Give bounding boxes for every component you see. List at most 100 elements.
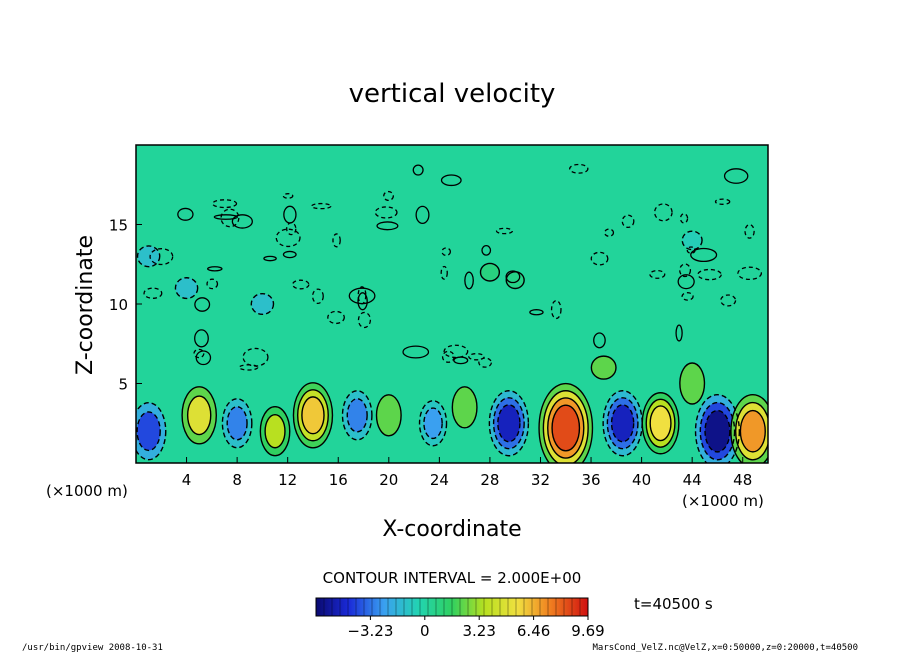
x-tick-label: 4 [182, 471, 192, 489]
colorbar-tick-label: 0 [420, 622, 430, 640]
x-tick-label: 40 [632, 471, 651, 489]
contour-line [357, 311, 372, 329]
contour-line [415, 205, 430, 225]
x-tick-label: 12 [278, 471, 297, 489]
contour-line [412, 164, 424, 176]
contour-line [679, 263, 692, 278]
contour-line [739, 409, 766, 453]
contour-line [675, 324, 683, 342]
contour-line [220, 208, 240, 228]
field-blob [376, 394, 402, 436]
contour-line [478, 357, 492, 368]
contour-line [194, 329, 209, 348]
contour-line [492, 397, 525, 450]
contour-line [464, 271, 474, 290]
y-tick-label: 15 [109, 217, 128, 235]
contour-line [346, 398, 368, 433]
field-blob [740, 410, 766, 452]
x-tick-label: 20 [379, 471, 398, 489]
contour-line [296, 389, 329, 442]
contour-line [690, 247, 718, 263]
contour-line [136, 402, 167, 461]
contour-line [341, 390, 373, 441]
contour-line [231, 214, 253, 229]
colorbar-stripes [323, 598, 581, 616]
field-blob [265, 414, 285, 448]
contour-line [505, 270, 521, 284]
contour-line [681, 292, 694, 301]
contour-line [569, 163, 589, 174]
contour-line [677, 274, 695, 290]
contour-line [542, 390, 589, 463]
contour-line [704, 409, 731, 453]
contour-interval: CONTOUR INTERVAL = 2.000E+00 [323, 569, 582, 587]
y-axis-label: Z-coordinate [73, 235, 98, 375]
contour-line [468, 352, 485, 361]
contour-line [301, 396, 325, 435]
colorbar-tick-label: 3.23 [462, 622, 495, 640]
field-blob [497, 404, 520, 442]
y-ticks: 5 10 15 [109, 217, 142, 394]
contour-line [291, 279, 310, 290]
x-tick-label: 16 [329, 471, 348, 489]
field-blob [347, 398, 368, 432]
contour-line [357, 292, 368, 311]
contour-line [610, 404, 635, 443]
chart-title: vertical velocity [349, 79, 556, 109]
contour-line [332, 233, 341, 248]
contour-line [451, 386, 478, 429]
contour-line [720, 294, 737, 307]
field-blob [552, 405, 580, 451]
x-unit-right: (×1000 m) [682, 492, 764, 510]
contour-line [481, 244, 492, 256]
contour-line [590, 251, 609, 266]
contour-line [211, 199, 238, 209]
field-blob [187, 396, 211, 435]
x-tick-label: 8 [232, 471, 242, 489]
contour-line [441, 350, 455, 363]
contour-line [282, 250, 297, 259]
contour-line [250, 292, 275, 316]
colorbar-tick-label: 6.46 [517, 622, 550, 640]
contour-line [143, 287, 163, 299]
contour-line [193, 348, 205, 359]
colorbar-gradient [315, 597, 589, 617]
field-blob [679, 363, 705, 404]
contour-line [275, 228, 301, 248]
contour-line [497, 404, 521, 443]
field-blob [682, 231, 703, 250]
footer-left: /usr/bin/gpview 2008-10-31 [22, 643, 163, 653]
x-axis-label: X-coordinate [382, 517, 521, 542]
contour-line [348, 287, 376, 305]
contour-line [441, 247, 451, 257]
contour-line [375, 394, 402, 437]
field-blob [227, 406, 248, 440]
colorbar-tick-label: 9.69 [571, 622, 604, 640]
contour-line [292, 382, 334, 449]
contour-line [263, 255, 277, 262]
field-blob [301, 396, 325, 434]
contour-line [654, 203, 673, 222]
contour-line [206, 278, 219, 290]
contour-line [311, 288, 324, 305]
contour-line [310, 202, 332, 210]
contour-line [593, 332, 606, 349]
time-label: t=40500 s [634, 595, 713, 613]
contour-line [479, 262, 501, 282]
contour-line [195, 350, 212, 366]
contour-line [174, 277, 199, 300]
colorbar: −3.23 0 3.23 6.46 9.69 [315, 597, 605, 640]
contour-line [649, 269, 666, 279]
field-blob [175, 277, 198, 299]
contour-line [418, 400, 448, 447]
contour-line [282, 193, 294, 199]
contour-line [681, 230, 703, 251]
contour-line [376, 221, 399, 231]
x-tick-label: 44 [683, 471, 702, 489]
contour-line [264, 413, 286, 449]
contour-line [714, 198, 731, 205]
contour-line [604, 228, 615, 237]
contour-line [238, 364, 259, 371]
